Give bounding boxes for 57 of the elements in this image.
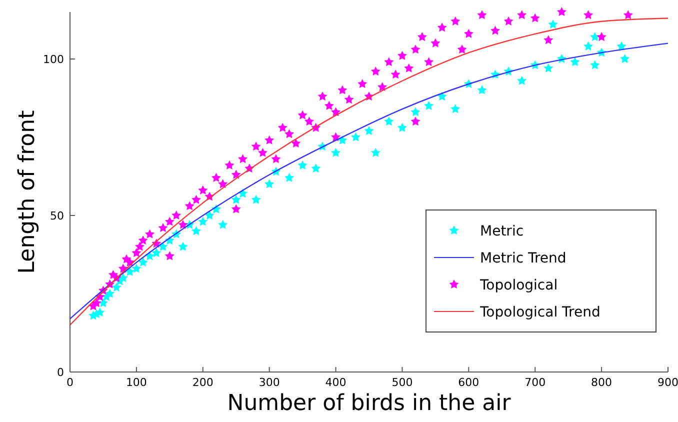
x-tick-label: 600 — [458, 376, 480, 389]
legend-label: Metric Trend — [480, 250, 566, 266]
x-tick-label: 300 — [258, 376, 280, 389]
point — [370, 148, 380, 157]
point — [517, 76, 527, 85]
legend-label: Topological Trend — [479, 304, 600, 320]
point — [331, 148, 341, 157]
point — [590, 32, 600, 42]
point — [152, 248, 162, 258]
point — [132, 264, 142, 273]
point — [437, 92, 447, 101]
point — [424, 100, 434, 110]
x-tick-label: 100 — [126, 376, 147, 389]
x-tick-label: 900 — [658, 376, 678, 389]
point — [105, 288, 115, 298]
point — [251, 194, 261, 204]
y-tick-label: 50 — [50, 209, 64, 222]
point — [112, 282, 122, 292]
point — [590, 60, 600, 70]
y-tick-label: 0 — [57, 366, 64, 379]
x-axis-title: Number of birds in the air — [227, 391, 512, 416]
legend-label: Metric — [480, 224, 524, 240]
x-tick-label: 800 — [591, 376, 612, 389]
point — [204, 210, 214, 220]
point — [218, 220, 228, 229]
point — [544, 63, 554, 72]
x-tick-label: 400 — [325, 376, 346, 389]
point — [198, 216, 208, 226]
point — [397, 122, 407, 132]
point — [264, 179, 274, 188]
x-tick-label: 700 — [524, 376, 546, 389]
x-tick-label: 500 — [392, 376, 413, 389]
point — [410, 107, 420, 116]
point — [364, 126, 374, 136]
y-tick-label: 100 — [43, 52, 64, 66]
point — [298, 160, 308, 170]
point — [191, 226, 202, 236]
point — [477, 85, 487, 94]
point — [350, 132, 360, 142]
legend-label: Topological — [479, 278, 558, 294]
point — [384, 116, 394, 126]
x-tick-label: 0 — [66, 376, 74, 389]
point — [570, 57, 580, 66]
point — [138, 257, 148, 266]
point — [548, 20, 558, 29]
point — [98, 298, 108, 308]
point — [450, 104, 460, 114]
point — [584, 41, 594, 50]
point — [311, 164, 321, 173]
point — [620, 54, 630, 64]
point — [284, 172, 294, 182]
point — [95, 308, 105, 317]
point — [231, 194, 241, 204]
x-tick-label: 200 — [192, 376, 214, 389]
point — [178, 242, 188, 251]
y-axis-title: Length of front — [15, 110, 40, 274]
point — [616, 41, 626, 50]
